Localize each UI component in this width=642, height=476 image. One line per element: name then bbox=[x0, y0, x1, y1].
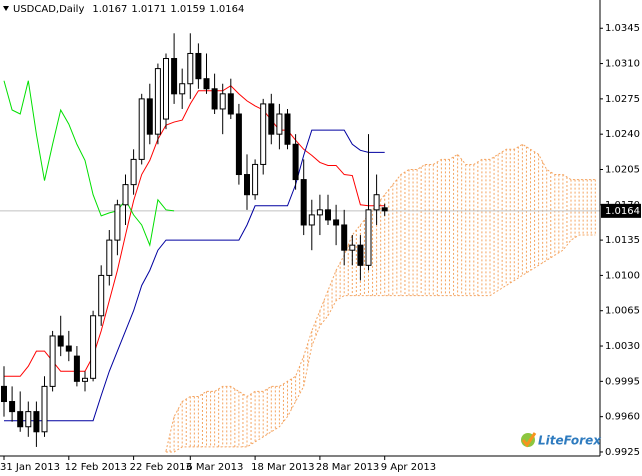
candle-body bbox=[268, 103, 275, 135]
y-tick-label: 1.0275 bbox=[605, 94, 640, 105]
x-tick-label: 18 Mar 2013 bbox=[251, 462, 314, 473]
candle-body bbox=[219, 93, 226, 110]
candle-body bbox=[300, 179, 307, 226]
indicator-line bbox=[4, 85, 385, 377]
candle-body bbox=[179, 83, 186, 95]
y-tick-label: 1.0240 bbox=[605, 129, 640, 140]
candle-body bbox=[1, 385, 7, 403]
y-tick-label: 1.0310 bbox=[605, 59, 640, 70]
candle-body bbox=[341, 224, 348, 251]
candle-body bbox=[171, 58, 178, 95]
y-tick-label: 0.9995 bbox=[605, 376, 640, 387]
y-tick-label: 1.0205 bbox=[605, 164, 640, 175]
chart-header: USDCAD,Daily 1.0167 1.0171 1.0159 1.0164 bbox=[13, 4, 244, 15]
candle-body bbox=[73, 355, 80, 382]
open-value: 1.0167 bbox=[92, 4, 127, 15]
candle-body bbox=[316, 209, 323, 216]
candle-body bbox=[203, 78, 210, 90]
candle-body bbox=[65, 345, 72, 352]
x-tick-label: 31 Jan 2013 bbox=[0, 462, 60, 473]
candle-body bbox=[98, 274, 105, 317]
candle-body bbox=[333, 219, 340, 226]
y-tick-label: 1.0135 bbox=[605, 235, 640, 246]
candle-body bbox=[90, 315, 97, 379]
y-tick-label: 0.9925 bbox=[605, 447, 640, 458]
x-tick-label: 6 Mar 2013 bbox=[186, 462, 243, 473]
candle-body bbox=[33, 411, 40, 433]
current-price-box bbox=[601, 203, 641, 218]
x-tick-label: 28 Mar 2013 bbox=[316, 462, 379, 473]
current-price-label: 1.0164 bbox=[605, 206, 640, 217]
candle-body bbox=[195, 52, 202, 80]
logo-text: LiteForex bbox=[538, 434, 602, 448]
candle-body bbox=[49, 335, 56, 387]
high-value: 1.0171 bbox=[131, 4, 166, 15]
x-tick-label: 12 Feb 2013 bbox=[65, 462, 127, 473]
candle-body bbox=[252, 163, 259, 196]
candle-body bbox=[260, 103, 267, 165]
candle-body bbox=[41, 385, 48, 433]
candle-body bbox=[276, 113, 283, 135]
candle-body bbox=[308, 214, 315, 226]
candle-body bbox=[146, 98, 153, 135]
y-tick-label: 1.0030 bbox=[605, 341, 640, 352]
y-tick-label: 1.0345 bbox=[605, 23, 640, 34]
close-value: 1.0164 bbox=[209, 4, 244, 15]
candle-body bbox=[130, 158, 137, 186]
candle-body bbox=[187, 52, 194, 85]
indicator-line bbox=[4, 129, 385, 422]
symbol: USDCAD,Daily bbox=[13, 4, 84, 15]
candle-body bbox=[82, 377, 88, 382]
candle-body bbox=[17, 411, 24, 428]
senkou-span-b bbox=[166, 234, 596, 453]
candle-body bbox=[9, 401, 16, 413]
candle-body bbox=[138, 98, 145, 160]
candle-body bbox=[154, 68, 161, 135]
indicator-line bbox=[3, 80, 175, 247]
candle-body bbox=[235, 113, 242, 176]
candle-body bbox=[106, 239, 113, 276]
candle-body bbox=[114, 204, 121, 241]
logo-check bbox=[521, 432, 537, 448]
candle-body bbox=[163, 58, 169, 120]
candle-body bbox=[349, 244, 356, 251]
candle-body bbox=[357, 244, 364, 266]
candle-body bbox=[211, 88, 218, 110]
candle-body bbox=[284, 113, 291, 145]
candle-body bbox=[244, 174, 250, 196]
y-tick-label: 1.0100 bbox=[605, 270, 640, 281]
x-tick-label: 22 Feb 2013 bbox=[130, 462, 192, 473]
candle-body bbox=[25, 411, 32, 428]
y-tick-label: 0.9960 bbox=[605, 412, 640, 423]
low-value: 1.0159 bbox=[170, 4, 205, 15]
candle-body bbox=[57, 335, 64, 347]
logo: LiteForex bbox=[521, 432, 602, 448]
candle-body bbox=[365, 209, 372, 266]
dropdown-icon[interactable] bbox=[3, 6, 9, 11]
candle-body bbox=[122, 184, 129, 206]
candle-body bbox=[325, 209, 331, 221]
plot-area bbox=[0, 33, 600, 453]
senkou-span-a bbox=[165, 143, 596, 452]
candle-body bbox=[373, 194, 380, 211]
candle-body bbox=[381, 207, 388, 212]
candle-body bbox=[227, 93, 234, 115]
candle-body bbox=[292, 143, 299, 181]
x-tick-label: 9 Apr 2013 bbox=[381, 462, 436, 473]
y-tick-label: 1.0065 bbox=[605, 306, 640, 317]
